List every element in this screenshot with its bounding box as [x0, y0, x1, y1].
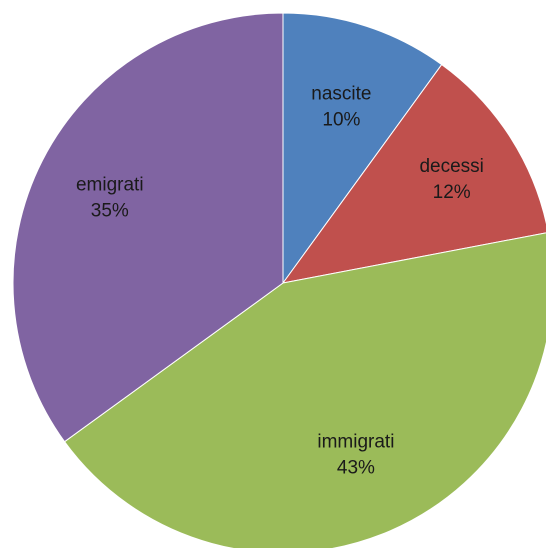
slice-label-immigrati: immigrati — [317, 431, 394, 452]
pie-slice-emigrati — [12, 12, 284, 443]
slice-label-nascite: nascite — [311, 83, 371, 104]
pie-slice-immigrati — [63, 232, 546, 548]
pie-slice-decessi — [281, 63, 546, 284]
slice-percent-immigrati: 43% — [337, 457, 375, 478]
slice-percent-nascite: 10% — [322, 109, 360, 130]
slice-label-decessi: decessi — [419, 156, 483, 177]
slice-percent-emigrati: 35% — [91, 201, 129, 222]
slice-label-emigrati: emigrati — [76, 175, 144, 196]
pie-slice-nascite — [282, 12, 443, 285]
slice-percent-decessi: 12% — [433, 182, 471, 203]
